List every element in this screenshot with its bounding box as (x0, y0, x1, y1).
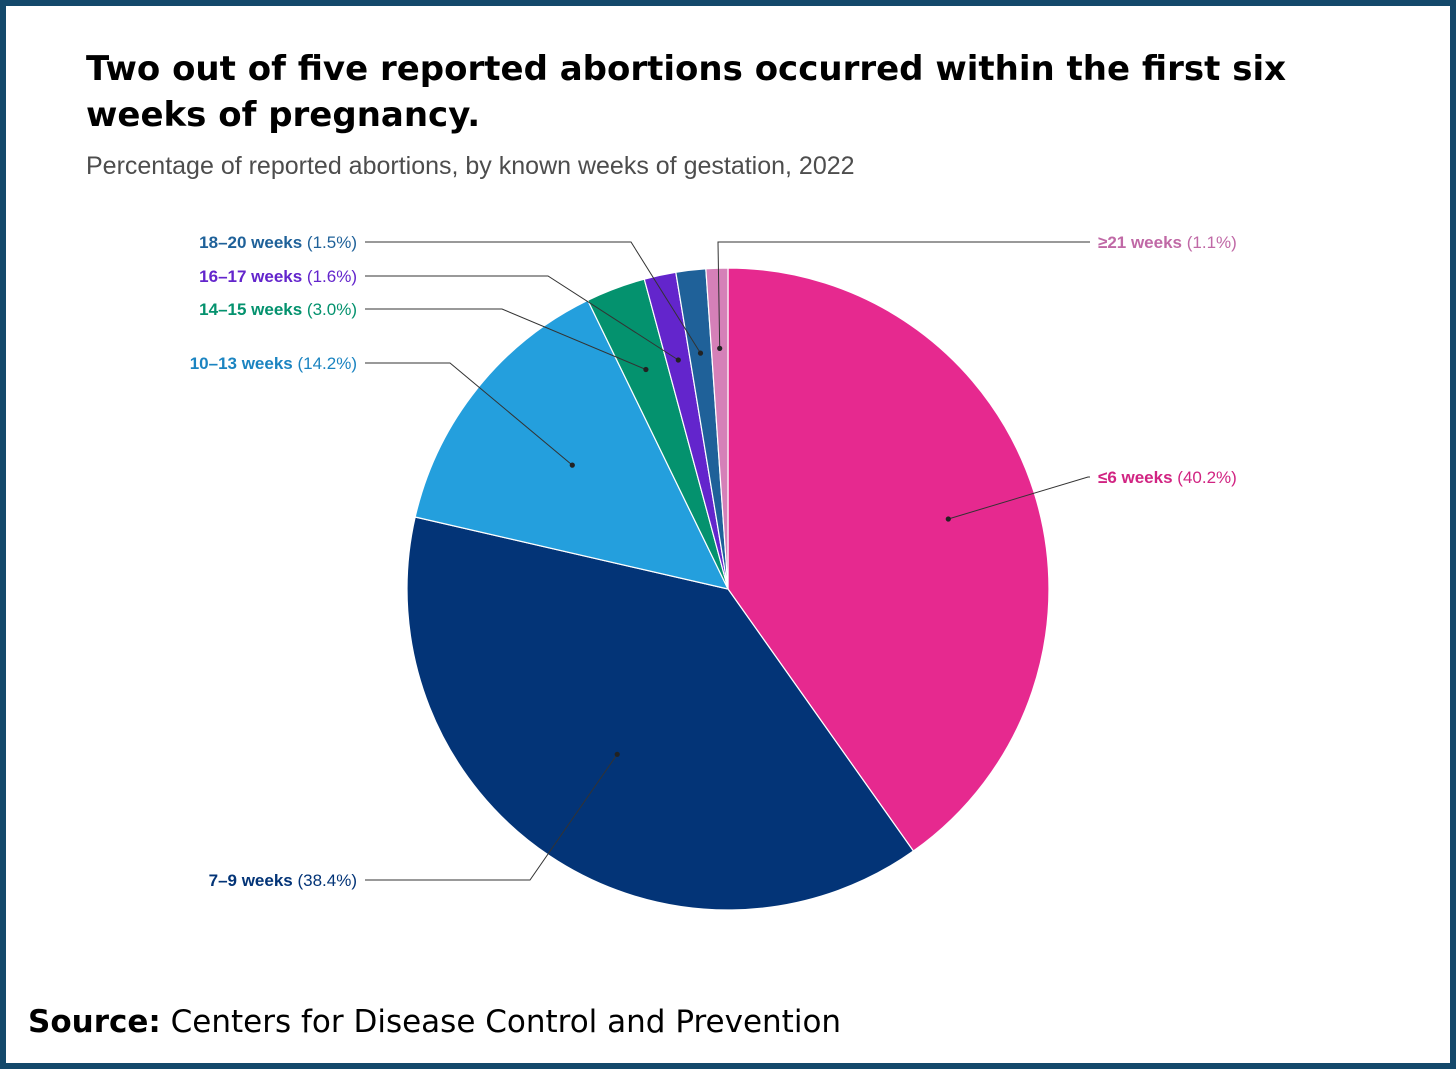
leader-line-10-13-weeks (365, 362, 573, 466)
slice-label-name: 10–13 weeks (190, 354, 293, 373)
slice-label-14-15-weeks: 14–15 weeks (3.0%) (199, 300, 357, 319)
chart-subtitle: Percentage of reported abortions, by kno… (86, 152, 855, 180)
leader-line-6-weeks (948, 476, 1090, 520)
pie-slice-21-weeks (705, 267, 729, 590)
pie-slice-10-13-weeks (414, 299, 730, 590)
slice-label-18-20-weeks: 18–20 weeks (1.5%) (199, 233, 357, 252)
slice-label-value: (3.0%) (302, 300, 357, 319)
leader-line-21-weeks (717, 241, 1090, 349)
pie-slice-7-9-weeks (406, 516, 915, 911)
slice-label-7-9-weeks: 7–9 weeks (38.4%) (209, 871, 357, 890)
leader-dot-14-15-weeks (643, 366, 649, 373)
leader-line-14-15-weeks (365, 308, 647, 370)
slice-label-name: 7–9 weeks (209, 871, 293, 890)
leader-line-16-17-weeks (365, 275, 679, 361)
slice-labels: ≤6 weeks (40.2%) 7–9 weeks (38.4%) 10–13 w… (190, 233, 1237, 890)
slice-label-value: (1.5%) (302, 233, 357, 252)
slice-label-21-weeks: ≥21 weeks (1.1%) (1098, 233, 1237, 252)
slice-label-16-17-weeks: 16–17 weeks (1.6%) (199, 267, 357, 286)
leader-line-18-20-weeks (365, 241, 701, 354)
slice-label-value: (1.6%) (302, 267, 357, 286)
source-text: Centers for Disease Control and Preventi… (170, 1004, 842, 1040)
slice-label-name: 16–17 weeks (199, 267, 302, 286)
leader-dot-6-weeks (945, 516, 951, 522)
leader-dot-7-9-weeks (614, 751, 620, 757)
source-label: Source: (28, 1004, 161, 1040)
source-note: Source: Centers for Disease Control and … (28, 1004, 841, 1040)
slice-label-name: ≥21 weeks (1098, 233, 1182, 252)
slice-label-value: (38.4%) (293, 871, 357, 890)
leader-dot-18-20-weeks (697, 350, 704, 356)
slice-label-value: (40.2%) (1173, 468, 1237, 487)
slice-label-name: ≤6 weeks (1098, 468, 1173, 487)
slice-label-value: (14.2%) (293, 354, 357, 373)
leader-line-7-9-weeks (365, 754, 618, 881)
leader-lines (365, 241, 1090, 881)
leader-dot-21-weeks (717, 345, 723, 351)
chart-title: Two out of five reported abortions occur… (86, 49, 1287, 135)
pie-slice-6-weeks (727, 267, 1050, 852)
slice-label-value: (1.1%) (1182, 233, 1237, 252)
slice-label-10-13-weeks: 10–13 weeks (14.2%) (190, 354, 357, 373)
slice-label-name: 14–15 weeks (199, 300, 302, 319)
leader-dot-16-17-weeks (675, 357, 681, 363)
leader-dot-10-13-weeks (569, 462, 575, 468)
slice-label-6-weeks: ≤6 weeks (40.2%) (1098, 468, 1237, 487)
pie-slices (406, 267, 1050, 911)
slice-label-name: 18–20 weeks (199, 233, 302, 252)
